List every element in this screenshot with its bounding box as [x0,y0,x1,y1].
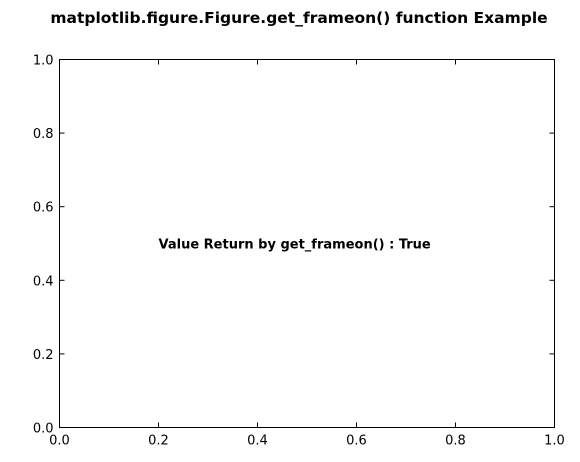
x-tick-label: 0.2 [148,434,169,449]
x-axis: 0.0 0.2 0.4 0.6 0.8 1.0 [49,59,565,449]
chart-title: matplotlib.figure.Figure.get_frameon() f… [50,9,547,27]
y-tick-label: 0.4 [33,274,54,289]
y-axis: 0.0 0.2 0.4 0.6 0.8 1.0 [33,54,555,437]
y-tick-label: 1.0 [33,54,54,69]
x-tick-label: 0.8 [445,434,466,449]
y-tick-label: 0.0 [33,422,54,437]
x-tick-label: 1.0 [544,434,565,449]
x-tick-label: 0.0 [49,434,70,449]
y-tick-label: 0.8 [33,127,54,142]
annotation-text: Value Return by get_frameon() : True [159,238,431,253]
plot-frame [59,59,555,428]
x-tick-label: 0.6 [346,434,367,449]
y-tick-label: 0.6 [33,201,54,216]
y-tick-label: 0.2 [33,348,54,363]
x-tick-label: 0.4 [247,434,268,449]
annotations: Value Return by get_frameon() : True [159,238,431,253]
